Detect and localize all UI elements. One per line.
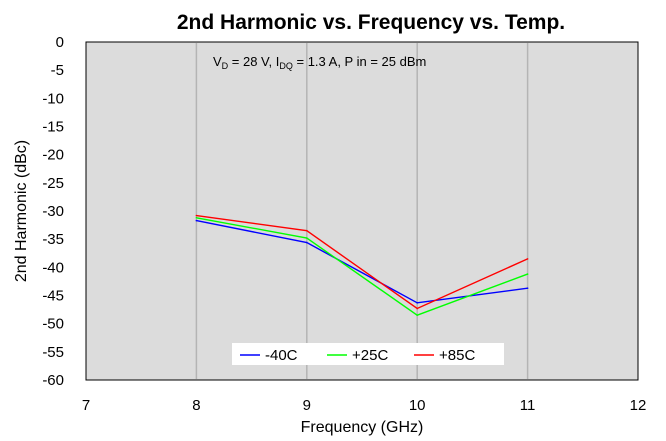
y-tick-label: -50: [42, 316, 64, 333]
series-line-1: [196, 217, 528, 317]
x-tick-label: 8: [192, 397, 200, 414]
chart-title: 2nd Harmonic vs. Frequency vs. Temp.: [177, 11, 565, 34]
x-tick-label: 7: [82, 397, 90, 414]
y-tick-label: -20: [42, 147, 64, 164]
annot-v: V: [213, 54, 222, 69]
x-tick-label: 11: [520, 397, 536, 414]
y-tick-label: -55: [42, 344, 64, 361]
data-point: [195, 219, 198, 222]
y-axis-label: 2nd Harmonic (dBc): [13, 140, 30, 282]
y-tick-label: -5: [51, 62, 64, 79]
data-point: [306, 241, 308, 244]
series-line-2: [196, 214, 528, 310]
y-tick-label: -10: [42, 90, 64, 107]
y-tick-label: -35: [42, 231, 64, 248]
y-tick-label: 0: [56, 34, 64, 51]
y-tick-label: -45: [42, 288, 64, 305]
data-point: [306, 237, 308, 239]
data-point: [195, 216, 198, 219]
x-tick-label: 12: [630, 397, 647, 414]
data-point: [416, 302, 419, 304]
legend-box: [232, 343, 504, 365]
annot-v-value: = 28 V, I: [228, 54, 279, 69]
data-point: [526, 273, 529, 275]
y-tick-label: -25: [42, 175, 64, 192]
data-point: [195, 214, 198, 217]
data-point: [416, 314, 419, 317]
legend-label: +25C: [352, 347, 388, 364]
legend: -40C +25C +85C: [232, 343, 504, 365]
y-tick-labels: 0 -5 -10 -15 -20 -25 -30 -35 -40 -45 -50 -55 -60: [42, 34, 64, 389]
legend-label: -40C: [265, 347, 298, 364]
y-tick-label: -30: [42, 203, 64, 220]
annot-v-sub: D: [222, 61, 229, 71]
x-axis-label: Frequency (GHz): [301, 419, 424, 436]
data-point: [526, 258, 529, 260]
plot-area: [85, 41, 639, 381]
y-tick-label: -40: [42, 259, 64, 276]
y-tick-label: -60: [42, 372, 64, 389]
data-point: [526, 287, 529, 289]
grid: [195, 43, 529, 379]
y-tick-label: -15: [42, 119, 64, 136]
condition-annotation: VD = 28 V, IDQ = 1.3 A, P in = 25 dBm: [213, 54, 426, 71]
series-line-0: [196, 219, 528, 304]
annot-rest: = 1.3 A, P in = 25 dBm: [293, 54, 426, 69]
x-tick-label: 9: [303, 397, 311, 414]
legend-label: +85C: [439, 347, 475, 364]
annot-i-sub: DQ: [279, 61, 293, 71]
data-point: [416, 307, 419, 310]
series-group: [195, 214, 529, 317]
x-tick-label: 10: [409, 397, 426, 414]
data-point: [306, 229, 308, 232]
svg-text:VD = 28 V, IDQ = 1.3 A, P in =: VD = 28 V, IDQ = 1.3 A, P in = 25 dBm: [213, 54, 426, 71]
x-tick-labels: 7 8 9 10 11 12: [82, 397, 647, 414]
